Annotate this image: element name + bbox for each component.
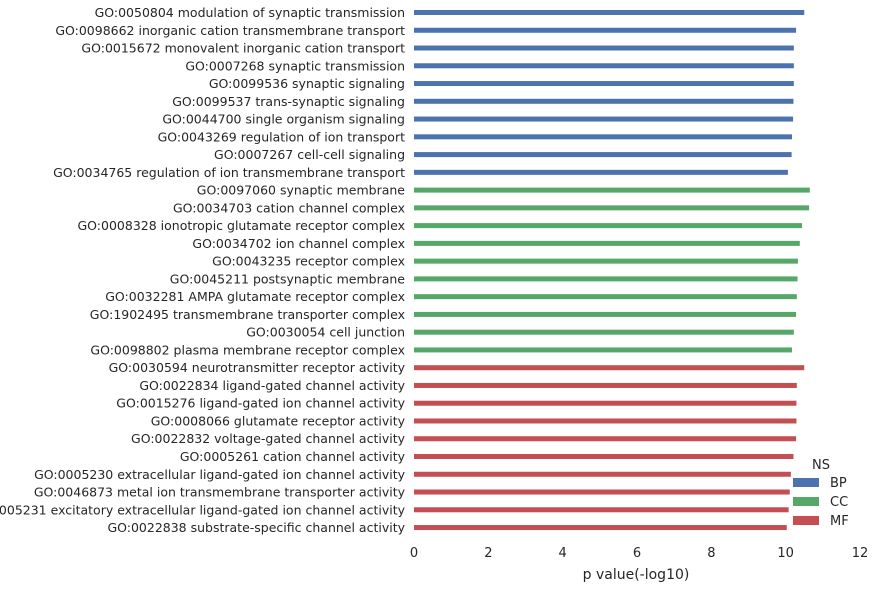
y-tick-label: GO:0098802 plasma membrane receptor comp… — [90, 342, 405, 357]
x-tick-label: 2 — [484, 546, 492, 561]
y-tick-label: GO:0015672 monovalent inorganic cation t… — [81, 41, 405, 56]
y-tick-label: GO:0043269 regulation of ion transport — [158, 129, 406, 144]
y-tick-label: GO:0032281 AMPA glutamate receptor compl… — [105, 289, 405, 304]
y-tick-label: GO:0005261 cation channel activity — [180, 449, 406, 464]
bar-mf — [414, 507, 789, 513]
bars-layer — [414, 10, 810, 531]
y-tick-label: GO:0098662 inorganic cation transmembran… — [55, 23, 405, 38]
y-tick-label: GO:0034703 cation channel complex — [173, 200, 405, 215]
legend-title: NS — [812, 458, 830, 473]
bar-cc — [414, 258, 798, 264]
y-tick-label: GO:0007268 synaptic transmission — [185, 58, 405, 73]
bar-cc — [414, 311, 797, 317]
legend-label-bp: BP — [830, 476, 847, 491]
x-axis-label: p value(-log10) — [583, 567, 690, 583]
y-tick-label: GO:0005230 extracellular ligand-gated io… — [34, 467, 406, 482]
y-tick-label: GO:0030594 neurotransmitter receptor act… — [109, 360, 406, 375]
y-tick-label: GO:0097060 synaptic membrane — [197, 183, 406, 198]
bar-bp — [414, 152, 792, 158]
bar-cc — [414, 276, 798, 282]
bar-bp — [414, 81, 794, 87]
bar-mf — [414, 365, 805, 371]
y-tick-label: GO:0008066 glutamate receptor activity — [151, 413, 406, 428]
y-tick-label: GO:0022832 voltage-gated channel activit… — [131, 431, 406, 446]
x-tick-label: 6 — [633, 546, 641, 561]
bar-cc — [414, 187, 810, 193]
y-tick-label: GO:0007267 cell-cell signaling — [214, 147, 405, 162]
bar-bp — [414, 27, 797, 33]
y-tick-label: GO:1902495 transmembrane transporter com… — [90, 307, 405, 322]
bar-mf — [414, 382, 797, 388]
legend-swatch-mf — [793, 516, 819, 525]
legend-swatch-bp — [793, 478, 819, 487]
bar-bp — [414, 98, 794, 104]
x-tick-labels: 0 2 4 6 8 10 12 — [410, 546, 868, 561]
bar-bp — [414, 134, 792, 140]
y-tick-label: GO:0044700 single organism signaling — [162, 112, 405, 127]
y-tick-label: GO:0043235 receptor complex — [212, 254, 405, 269]
bar-cc — [414, 329, 794, 335]
legend-label-cc: CC — [830, 495, 848, 510]
y-tick-label: GO:0099536 synaptic signaling — [209, 76, 405, 91]
y-tick-label: GO:0034765 regulation of ion transmembra… — [53, 165, 405, 180]
legend-label-mf: MF — [830, 514, 849, 529]
bar-mf — [414, 454, 794, 459]
bar-bp — [414, 169, 788, 175]
y-tick-label: GO:0099537 trans-synaptic signaling — [172, 94, 405, 109]
bar-mf — [414, 525, 787, 531]
bar-cc — [414, 240, 800, 246]
x-tick-label: 8 — [707, 546, 715, 561]
bar-bp — [414, 116, 794, 122]
bar-mf — [414, 400, 797, 406]
y-tick-label: GO:0005231 excitatory extracellular liga… — [0, 502, 406, 517]
y-tick-label: GO:0008328 ionotropic glutamate receptor… — [78, 218, 406, 233]
x-tick-label: 10 — [777, 546, 794, 561]
bar-cc — [414, 223, 803, 229]
y-tick-label: GO:0034702 ion channel complex — [192, 236, 405, 251]
bar-cc — [414, 205, 810, 211]
x-tick-label: 12 — [852, 546, 869, 561]
bar-mf — [414, 471, 791, 477]
y-tick-label: GO:0022834 ligand-gated channel activity — [139, 378, 405, 393]
y-tick-labels: GO:0050804 modulation of synaptic transm… — [0, 5, 406, 535]
bar-mf — [414, 436, 797, 442]
bar-bp — [414, 45, 794, 51]
legend: NS BP CC MF — [793, 458, 849, 529]
y-tick-label: GO:0030054 cell junction — [246, 325, 405, 340]
bar-bp — [414, 10, 805, 15]
x-tick-label: 4 — [559, 546, 567, 561]
y-tick-label: GO:0050804 modulation of synaptic transm… — [95, 5, 405, 20]
bar-mf — [414, 489, 790, 495]
x-tick-label: 0 — [410, 546, 418, 561]
bar-cc — [414, 347, 792, 353]
bar-mf — [414, 418, 797, 424]
legend-swatch-cc — [793, 497, 819, 506]
bar-cc — [414, 294, 797, 300]
bar-bp — [414, 63, 794, 69]
y-tick-label: GO:0045211 postsynaptic membrane — [170, 271, 406, 286]
y-tick-label: GO:0015276 ligand-gated ion channel acti… — [116, 396, 405, 411]
y-tick-label: GO:0022838 substrate-specific channel ac… — [107, 520, 405, 535]
y-tick-label: GO:0046873 metal ion transmembrane trans… — [34, 485, 406, 500]
